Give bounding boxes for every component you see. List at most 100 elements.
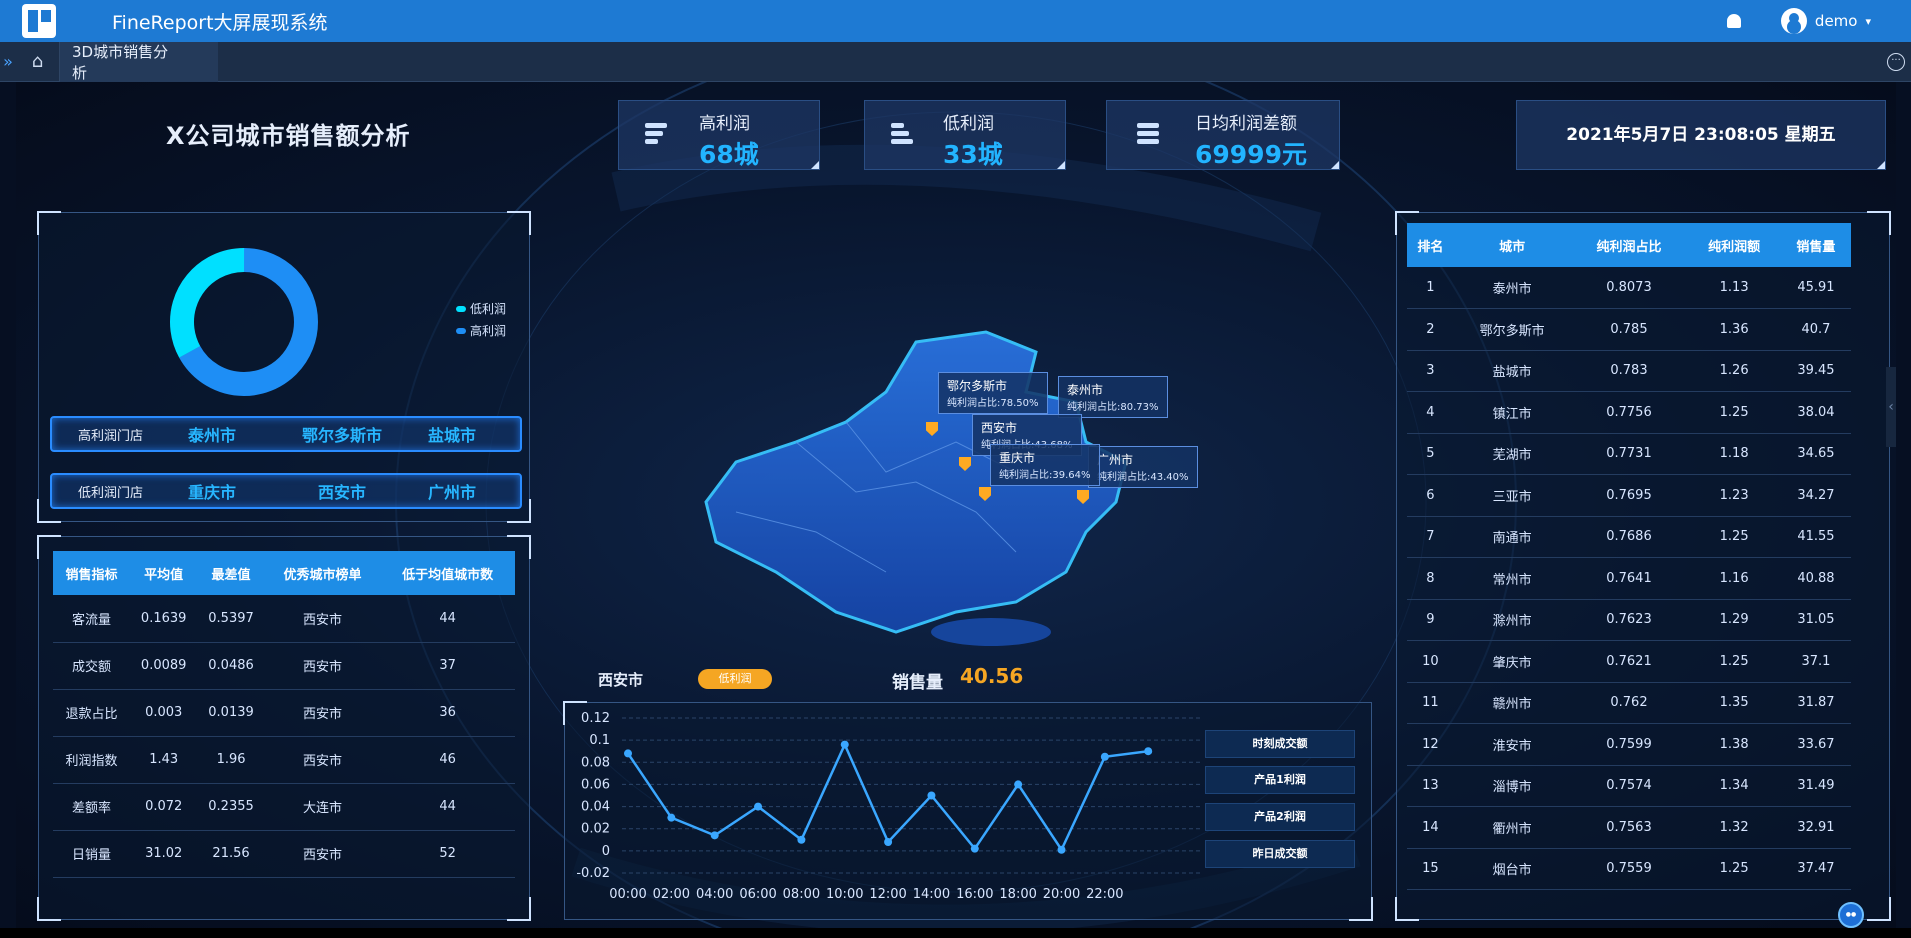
data-point[interactable]	[624, 749, 632, 758]
store-city[interactable]: 重庆市	[187, 483, 236, 502]
table-cell: 0.7641	[1570, 557, 1688, 600]
column-header[interactable]: 排名	[1407, 223, 1454, 267]
tab-3d-city-sales[interactable]: 3D城市销售分析	[60, 41, 218, 82]
data-point[interactable]	[927, 791, 936, 800]
china-3d-map[interactable]	[656, 312, 1216, 672]
data-point[interactable]	[884, 838, 893, 846]
store-city[interactable]: 鄂尔多斯市	[301, 426, 382, 445]
table-row[interactable]: 5 芜湖市 0.7731 1.18 34.65	[1407, 433, 1851, 475]
bell-icon[interactable]	[1726, 14, 1741, 28]
column-header[interactable]: 纯利润额	[1687, 223, 1781, 267]
store-city[interactable]: 广州市	[427, 483, 476, 502]
table-row[interactable]: 1 泰州市 0.8073 1.13 45.91	[1407, 267, 1851, 309]
table-cell: 37.47	[1780, 848, 1851, 890]
table-row[interactable]: 12 淮安市 0.7599 1.38 33.67	[1407, 723, 1851, 766]
column-header[interactable]: 低于均值城市数	[380, 551, 515, 595]
store-city[interactable]: 西安市	[317, 483, 366, 502]
store-city[interactable]: 盐城市	[427, 426, 476, 445]
map-pin-icon[interactable]	[926, 422, 938, 436]
table-cell: 大连市	[264, 783, 381, 831]
legend-label: 低利润	[470, 302, 507, 316]
column-header[interactable]: 最差值	[197, 551, 265, 595]
kpi-label: 高利润	[699, 114, 750, 134]
store-city[interactable]: 泰州市	[187, 426, 236, 445]
table-row[interactable]: 7 南通市 0.7686 1.25 41.55	[1407, 516, 1851, 558]
data-point[interactable]	[1100, 752, 1109, 761]
table-row[interactable]: 客流量 0.1639 0.5397 西安市 44	[53, 595, 515, 643]
data-point[interactable]	[1014, 780, 1023, 789]
btn-hourly-turnover[interactable]: 时刻成交额	[1205, 730, 1355, 758]
kpi-value: 69999元	[1195, 140, 1307, 169]
table-cell: 14	[1407, 806, 1454, 849]
table-cell: 5	[1407, 433, 1454, 475]
data-point[interactable]	[797, 835, 806, 844]
tooltip-ratio: 纯利润占比:80.73%	[1067, 402, 1159, 413]
table-row[interactable]: 8 常州市 0.7641 1.16 40.88	[1407, 557, 1851, 600]
table-cell: 1.34	[1687, 765, 1781, 807]
finereport-logo-icon[interactable]	[22, 4, 56, 38]
table-row[interactable]: 成交额 0.0089 0.0486 西安市 37	[53, 642, 515, 690]
table-row[interactable]: 日销量 31.02 21.56 西安市 52	[53, 830, 515, 878]
hourly-line-chart[interactable]: 0.12 0.1 0.08 0.06 0.04 0.02 0 -0.02 00:00 02:00 0…	[564, 702, 1204, 912]
table-cell: 1.25	[1687, 848, 1781, 890]
btn-product1-profit[interactable]: 产品1利润	[1205, 766, 1355, 794]
table-row[interactable]: 利润指数 1.43 1.96 西安市 46	[53, 736, 515, 784]
btn-product2-profit[interactable]: 产品2利润	[1205, 803, 1355, 831]
table-row[interactable]: 15 烟台市 0.7559 1.25 37.47	[1407, 848, 1851, 890]
table-row[interactable]: 差额率 0.072 0.2355 大连市 44	[53, 783, 515, 831]
table-cell: 西安市	[264, 595, 381, 643]
table-cell: 1	[1407, 267, 1454, 309]
table-cell: 41.55	[1780, 516, 1851, 558]
table-cell: 1.26	[1687, 350, 1781, 392]
kpi-value: 68城	[699, 140, 759, 169]
table-row[interactable]: 4 镇江市 0.7756 1.25 38.04	[1407, 391, 1851, 434]
table-cell: 0.7686	[1570, 516, 1688, 558]
table-cell: 淄博市	[1453, 765, 1571, 807]
data-point[interactable]	[1057, 845, 1066, 854]
column-header[interactable]: 销售指标	[53, 551, 130, 595]
table-row[interactable]: 9 滁州市 0.7623 1.29 31.05	[1407, 599, 1851, 641]
home-icon[interactable]: ⌂	[16, 41, 60, 82]
column-header[interactable]: 城市	[1453, 223, 1571, 267]
table-row[interactable]: 3 盐城市 0.783 1.26 39.45	[1407, 350, 1851, 392]
column-header[interactable]: 平均值	[130, 551, 198, 595]
profit-donut-chart[interactable]	[164, 242, 324, 402]
table-row[interactable]: 10 肇庆市 0.7621 1.25 37.1	[1407, 640, 1851, 683]
table-row[interactable]: 13 淄博市 0.7574 1.34 31.49	[1407, 765, 1851, 807]
column-header[interactable]: 纯利润占比	[1570, 223, 1688, 267]
table-cell: 38.04	[1780, 391, 1851, 434]
kpi-low-profit: 低利润 33城	[864, 100, 1066, 170]
map-pin-icon[interactable]	[959, 457, 971, 471]
collapse-handle-icon[interactable]: ‹	[1886, 367, 1896, 447]
legend-item-high[interactable]: 高利润	[456, 322, 506, 339]
y-tick-label: -0.02	[576, 866, 610, 881]
btn-yesterday-turnover[interactable]: 昨日成交额	[1205, 840, 1355, 868]
table-row[interactable]: 11 赣州市 0.762 1.35 31.87	[1407, 682, 1851, 724]
table-row[interactable]: 2 鄂尔多斯市 0.785 1.36 40.7	[1407, 308, 1851, 351]
table-row[interactable]: 6 三亚市 0.7695 1.23 34.27	[1407, 474, 1851, 517]
column-header[interactable]: 优秀城市榜单	[264, 551, 381, 595]
data-point[interactable]	[1144, 747, 1153, 756]
tab-bar: » ⌂ 3D城市销售分析 ···	[0, 41, 1911, 82]
legend-item-low[interactable]: 低利润	[456, 300, 506, 317]
table-cell: 0.7559	[1570, 848, 1688, 890]
map-pin-icon[interactable]	[1077, 490, 1089, 504]
table-cell: 39.45	[1780, 350, 1851, 392]
user-menu[interactable]: demo ▾	[1780, 8, 1871, 34]
data-point[interactable]	[840, 740, 849, 749]
tooltip-ratio: 纯利润占比:78.50%	[947, 398, 1039, 409]
legend-label: 高利润	[470, 324, 507, 338]
data-point[interactable]	[710, 831, 719, 840]
more-options-icon[interactable]: ···	[1887, 53, 1905, 71]
column-header[interactable]: 销售量	[1780, 223, 1851, 267]
table-cell: 31.02	[130, 830, 198, 878]
data-point[interactable]	[754, 802, 763, 811]
table-cell: 客流量	[53, 595, 130, 643]
data-point[interactable]	[970, 844, 979, 853]
map-pin-icon[interactable]	[979, 487, 991, 501]
table-row[interactable]: 退款占比 0.003 0.0139 西安市 36	[53, 689, 515, 737]
data-point[interactable]	[667, 813, 676, 822]
expand-sidebar-icon[interactable]: »	[3, 52, 13, 71]
assistant-bubble-icon[interactable]: ●●	[1838, 902, 1864, 928]
table-row[interactable]: 14 衢州市 0.7563 1.32 32.91	[1407, 806, 1851, 849]
